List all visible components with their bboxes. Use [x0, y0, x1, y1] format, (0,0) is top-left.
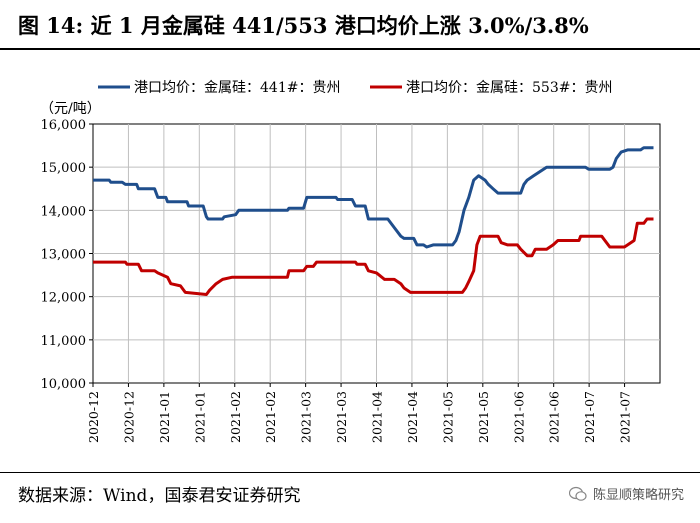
- x-tick-label: 2020-12: [86, 391, 101, 443]
- legend-label-441: 港口均价：金属硅：441#：贵州: [134, 80, 340, 96]
- y-tick-label: 11,000: [41, 334, 87, 349]
- x-tick-label: 2021-03: [299, 391, 314, 443]
- y-tick-label: 12,000: [41, 291, 87, 306]
- x-tick-label: 2020-12: [121, 391, 136, 443]
- x-tick-label: 2021-04: [370, 391, 385, 443]
- legend-label-553: 港口均价：金属硅：553#：贵州: [406, 80, 612, 96]
- series-line-441: [93, 146, 654, 249]
- y-unit-label: （元/吨）: [40, 101, 101, 117]
- x-tick-label: 2021-02: [228, 391, 243, 443]
- x-tick-label: 2021-07: [582, 391, 597, 443]
- x-tick-label: 2021-04: [405, 391, 420, 443]
- y-tick-label: 10,000: [41, 377, 87, 392]
- x-tick-label: 2021-01: [157, 391, 172, 443]
- x-tick-label: 2021-05: [476, 391, 491, 443]
- y-tick-label: 13,000: [41, 248, 87, 263]
- y-tick-label: 15,000: [41, 161, 87, 176]
- x-tick-label: 2021-01: [192, 391, 207, 443]
- brand-name: 陈显顺策略研究: [592, 488, 684, 503]
- wechat-icon: [568, 486, 587, 501]
- brand-mark: 陈显顺策略研究: [568, 484, 684, 503]
- y-tick-label: 14,000: [41, 204, 87, 219]
- source-note: 数据来源：Wind，国泰君安证券研究: [18, 486, 301, 506]
- x-tick-label: 2021-06: [547, 391, 562, 443]
- title-divider: [0, 48, 700, 50]
- line-chart: 10,000 11,000 12,000 13,000 14,000 15,000 16,0…: [40, 80, 661, 443]
- series-line-553: [93, 217, 654, 296]
- x-tick-label: 2021-07: [618, 391, 633, 443]
- footer-divider: [0, 472, 700, 473]
- x-tick-label: 2021-02: [263, 391, 278, 443]
- x-tick-label: 2021-06: [511, 391, 526, 443]
- x-tick-label: 2021-05: [440, 391, 455, 443]
- x-tick-label: 2021-03: [334, 391, 349, 443]
- y-tick-label: 16,000: [41, 118, 87, 133]
- chart-title: 图 14: 近 1 月金属硅 441/553 港口均价上涨 3.0%/3.8%: [18, 13, 589, 38]
